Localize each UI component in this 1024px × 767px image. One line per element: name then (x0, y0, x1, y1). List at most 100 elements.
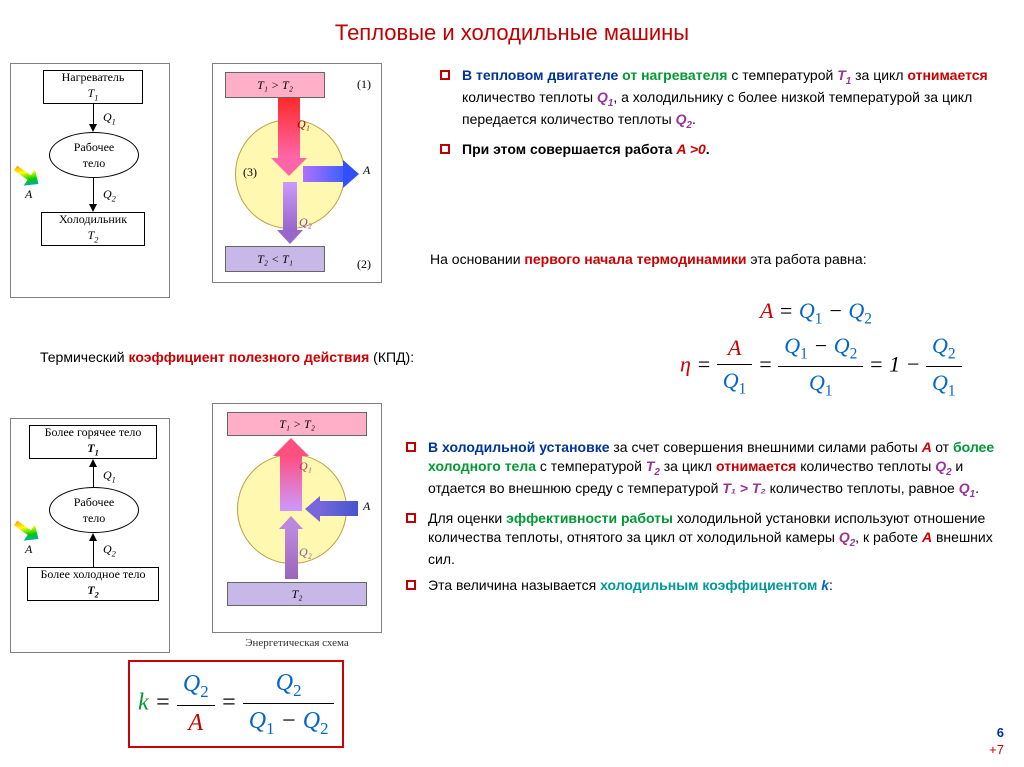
bullet-icon (406, 442, 416, 452)
f: Q (932, 370, 948, 395)
f: Q (183, 671, 200, 697)
txt: холодильным коэффициентом (600, 577, 821, 593)
f: η (680, 351, 691, 376)
refrigerator-block-diagram: Более горячее тело T1 Q1 Рабочее тело Q2… (10, 418, 170, 653)
txt: k (821, 577, 829, 593)
cooler-label: Холодильник (59, 211, 127, 227)
txt: Для оценки (428, 510, 506, 526)
f: = (155, 689, 177, 715)
txt: с температурой (540, 458, 646, 474)
q1-arrow-icon (271, 98, 307, 176)
energy-diagram-fridge: T₁ > T₂ Q₁ A Q₂ T₂ (212, 403, 382, 633)
f: Q (932, 333, 948, 358)
body-label2: тело (83, 155, 106, 171)
f: = (773, 298, 799, 323)
A-label-bot: A (25, 541, 32, 557)
f: − (275, 708, 303, 734)
page-number: 6 (989, 724, 1004, 742)
txt: A (922, 439, 935, 455)
txt: T₁ > T₂ (722, 480, 765, 496)
hot-T-sub: 1 (95, 449, 99, 458)
f: 1 (948, 382, 956, 399)
txt: с температурой (731, 67, 837, 83)
txt: В тепловом двигателе (462, 67, 622, 83)
f: 1 (889, 351, 900, 376)
energy1-q2: Q₂ (299, 214, 312, 230)
bullet-icon (440, 144, 450, 154)
A-label-top: A (25, 186, 32, 202)
q1-up-arrow-icon (273, 438, 309, 511)
txt: первого начала термодинамики (524, 251, 750, 267)
txt: количество теплоты (462, 89, 597, 105)
q2-sub: 2 (112, 194, 116, 203)
f: 2 (293, 680, 301, 699)
top-bullets: В тепловом двигателе от нагревателя с те… (440, 66, 1000, 167)
energy1-n1: (1) (357, 76, 371, 92)
bullet-icon (440, 70, 450, 80)
txt: На основании (430, 251, 524, 267)
f: 2 (200, 682, 208, 701)
energy2-caption: Энергетическая схема (212, 636, 382, 651)
f: 2 (948, 345, 956, 362)
f: 2 (850, 345, 858, 362)
plain-text-2: Термический коэффициент полезного действ… (40, 348, 414, 367)
energy2-A: A (363, 498, 370, 514)
txt: отнимается (907, 67, 987, 83)
bullet-work: При этом совершается работа A >0. (440, 140, 1000, 159)
f: Q (848, 298, 864, 323)
txt: При этом совершается работа (462, 141, 676, 157)
f: = (696, 351, 716, 376)
f: 1 (800, 345, 808, 362)
f: − (823, 298, 849, 323)
f: Q (784, 333, 800, 358)
f: Q (276, 670, 293, 696)
heat-engine-block-diagram: Нагреватель T1 Q1 Рабочее тело Q2 A Холо… (10, 63, 170, 298)
bottom-bullets: В холодильной установке за счет совершен… (406, 438, 1008, 604)
formula-A: A = Q1 − Q2 (760, 296, 872, 330)
f: k (138, 689, 149, 715)
txt: от (935, 439, 953, 455)
energy2-q2: Q₂ (299, 544, 312, 560)
energy-diagram-engine: T₁ > T₂ (1) (3) Q₁ A Q₂ T₂ < T₁ (2) (212, 63, 382, 283)
txt: Q (597, 89, 608, 105)
energy2-top: T₁ > T₂ (279, 416, 315, 432)
hot-label: Более горячее тело (45, 424, 142, 440)
f: 1 (739, 380, 747, 397)
cold-label: Более холодное тело (41, 566, 146, 582)
f: A (177, 706, 215, 740)
txt: эта работа равна: (750, 251, 866, 267)
txt: Термический (40, 349, 129, 365)
q2-label: Q (103, 187, 112, 201)
txt: Q (839, 529, 850, 545)
q2r-sub: 2 (112, 549, 116, 558)
txt: отнимается (716, 458, 796, 474)
f: Q (799, 298, 815, 323)
txt: от нагревателя (622, 67, 731, 83)
txt: за цикл (851, 67, 907, 83)
heater-T-sub: 1 (94, 94, 98, 103)
txt: количество теплоты (796, 458, 935, 474)
formula-eta: η = A Q1 = Q1 − Q2 Q1 = 1 − Q2 Q1 (680, 330, 962, 403)
txt: (КПД): (369, 349, 414, 365)
page-footer: 6 +7 (989, 724, 1004, 759)
heater-label: Нагреватель (62, 69, 125, 85)
energy1-n3: (3) (243, 164, 257, 180)
txt: T (837, 67, 846, 83)
f: 2 (864, 310, 872, 327)
body-label1: Рабочее (74, 139, 114, 155)
f: 1 (825, 382, 833, 399)
formula-k: k = Q2 A = Q2 Q1 − Q2 (128, 660, 344, 748)
q1r-label: Q (103, 468, 112, 482)
hot-T: T (87, 441, 94, 455)
txt: : (829, 577, 833, 593)
txt: за цикл (660, 458, 716, 474)
energy1-top: T₁ > T₂ (257, 77, 293, 93)
bullet-fridge-desc: В холодильной установке за счет совершен… (406, 438, 1008, 501)
txt: Q (959, 480, 970, 496)
plain-text-1: На основании первого начала термодинамик… (430, 250, 870, 269)
f: A (717, 332, 753, 365)
energy1-n2: (2) (357, 256, 371, 272)
txt: A >0 (676, 141, 705, 157)
f: 1 (815, 310, 823, 327)
txt: Эта величина называется (428, 577, 600, 593)
